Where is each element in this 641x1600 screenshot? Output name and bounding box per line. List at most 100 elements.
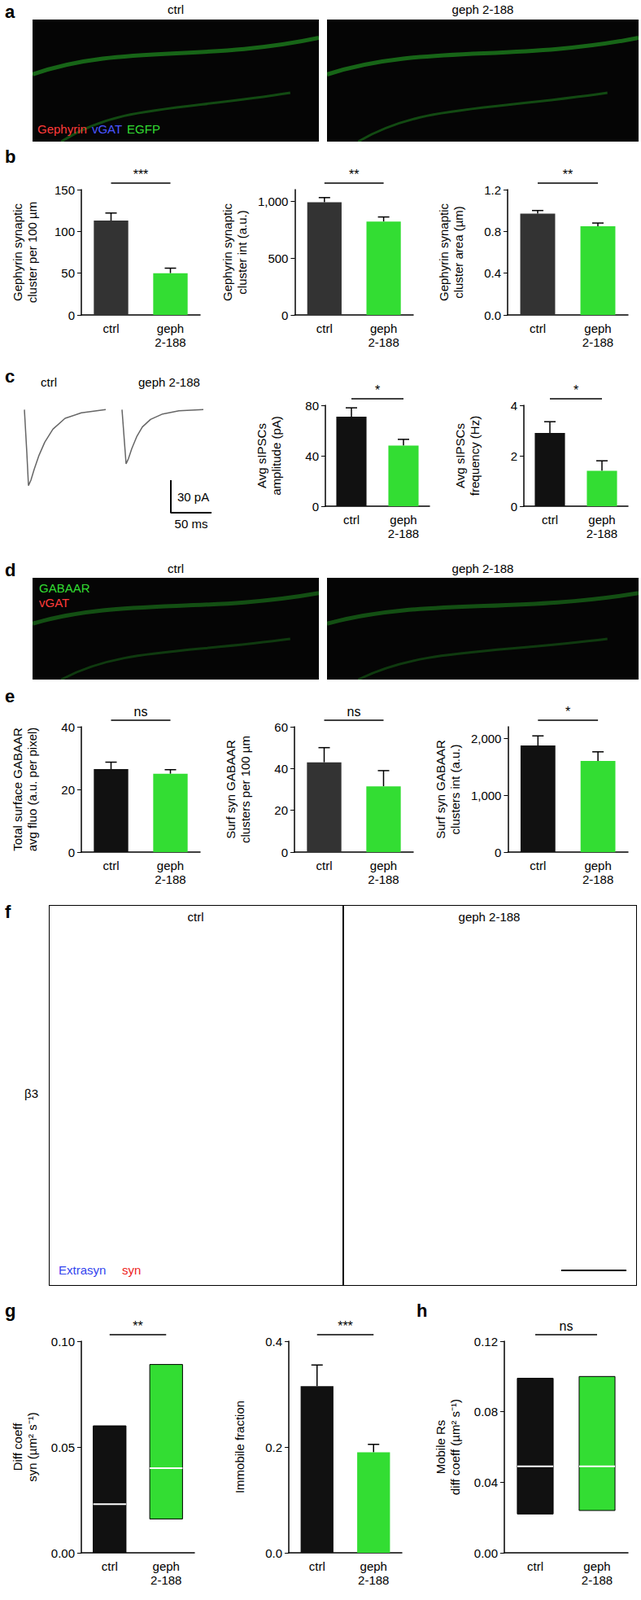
svg-text:1.2: 1.2 — [484, 183, 502, 197]
svg-text:ctrl: ctrl — [527, 1558, 544, 1573]
svg-text:40: 40 — [305, 449, 319, 463]
svg-text:Gephyrin synaptic: Gephyrin synaptic — [10, 202, 25, 301]
svg-text:***: *** — [133, 167, 149, 182]
svg-text:30 pA: 30 pA — [177, 489, 210, 504]
svg-text:0.0: 0.0 — [265, 1545, 283, 1560]
svg-text:**: ** — [348, 167, 359, 182]
svg-text:0: 0 — [68, 308, 75, 323]
svg-text:ctrl: ctrl — [529, 321, 546, 336]
svg-text:Mobile Rs: Mobile Rs — [433, 1419, 448, 1474]
svg-text:ctrl: ctrl — [316, 858, 333, 873]
svg-text:2,000: 2,000 — [470, 731, 502, 746]
svg-text:50 ms: 50 ms — [174, 516, 209, 531]
svg-text:0.08: 0.08 — [474, 1404, 498, 1418]
svg-text:60: 60 — [274, 719, 288, 734]
svg-text:2-188: 2-188 — [154, 335, 186, 349]
svg-text:4: 4 — [510, 398, 518, 413]
svg-text:2-188: 2-188 — [581, 1572, 613, 1587]
svg-text:2-188: 2-188 — [582, 335, 614, 349]
svg-text:clusters int (a.u.): clusters int (a.u.) — [448, 744, 463, 835]
svg-text:ns: ns — [134, 704, 149, 719]
svg-text:80: 80 — [305, 398, 319, 413]
svg-text:ctrl: ctrl — [103, 858, 120, 873]
svg-text:0.00: 0.00 — [51, 1545, 75, 1560]
svg-text:geph: geph — [360, 1558, 388, 1573]
svg-text:Avg sIPSCs: Avg sIPSCs — [254, 422, 269, 489]
svg-text:40: 40 — [274, 761, 288, 776]
svg-text:0: 0 — [494, 845, 502, 860]
svg-text:0: 0 — [510, 499, 518, 514]
svg-text:2-188: 2-188 — [367, 872, 399, 886]
svg-text:2-188: 2-188 — [154, 872, 186, 886]
svg-text:2-188: 2-188 — [586, 526, 618, 541]
svg-text:clusters per 100 µm: clusters per 100 µm — [238, 735, 253, 843]
svg-text:avg fluo (a.u. per pixel): avg fluo (a.u. per pixel) — [25, 727, 40, 852]
svg-text:ns: ns — [347, 704, 362, 719]
svg-text:2-188: 2-188 — [357, 1572, 389, 1587]
svg-text:0.4: 0.4 — [484, 265, 502, 280]
svg-text:40: 40 — [61, 719, 75, 734]
svg-text:geph: geph — [389, 512, 417, 527]
svg-text:ctrl: ctrl — [40, 375, 57, 389]
svg-text:100: 100 — [54, 224, 75, 239]
svg-text:geph: geph — [588, 512, 615, 527]
svg-text:cluster area (µm): cluster area (µm) — [451, 205, 466, 299]
svg-text:1,000: 1,000 — [257, 194, 289, 209]
svg-text:0.04: 0.04 — [474, 1474, 498, 1489]
svg-text:frequency (Hz): frequency (Hz) — [467, 415, 482, 496]
svg-text:20: 20 — [274, 802, 288, 817]
svg-text:cluster per 100 µm: cluster per 100 µm — [25, 201, 40, 304]
svg-text:***: *** — [337, 1318, 354, 1333]
svg-text:0: 0 — [281, 308, 288, 323]
svg-text:150: 150 — [54, 183, 75, 197]
svg-text:syn (µm² s⁻¹): syn (µm² s⁻¹) — [25, 1411, 40, 1481]
svg-text:geph: geph — [370, 858, 397, 873]
svg-text:amplitude (pA): amplitude (pA) — [269, 415, 284, 496]
svg-text:Avg sIPSCs: Avg sIPSCs — [453, 422, 467, 489]
svg-text:0.05: 0.05 — [51, 1439, 75, 1454]
svg-text:0.00: 0.00 — [474, 1545, 498, 1560]
svg-text:Surf syn GABAAR: Surf syn GABAAR — [223, 739, 238, 839]
svg-text:ctrl: ctrl — [343, 512, 360, 527]
svg-text:2-188: 2-188 — [150, 1572, 182, 1587]
svg-text:geph: geph — [156, 321, 184, 336]
svg-text:0: 0 — [281, 845, 288, 860]
svg-text:0.2: 0.2 — [265, 1439, 283, 1454]
svg-text:Gephyrin synaptic: Gephyrin synaptic — [436, 202, 451, 301]
svg-text:0.12: 0.12 — [474, 1334, 498, 1348]
svg-text:0: 0 — [312, 499, 319, 514]
svg-text:2-188: 2-188 — [388, 526, 419, 541]
svg-text:**: ** — [132, 1318, 143, 1333]
svg-text:Immobile fraction: Immobile fraction — [232, 1399, 247, 1493]
svg-text:geph: geph — [584, 321, 611, 336]
svg-text:geph: geph — [152, 1558, 180, 1573]
svg-text:geph: geph — [370, 321, 397, 336]
svg-text:ctrl: ctrl — [309, 1558, 326, 1573]
svg-text:ctrl: ctrl — [316, 321, 333, 336]
svg-text:Surf syn GABAAR: Surf syn GABAAR — [433, 739, 448, 839]
svg-text:*: * — [573, 383, 579, 397]
svg-text:ctrl: ctrl — [541, 512, 559, 527]
svg-text:Diff coeff: Diff coeff — [10, 1421, 25, 1470]
svg-text:*: * — [565, 704, 571, 719]
svg-text:2: 2 — [510, 449, 518, 463]
svg-text:cluster int (a.u.): cluster int (a.u.) — [235, 209, 249, 294]
svg-text:diff coeff (µm² s⁻¹): diff coeff (µm² s⁻¹) — [448, 1398, 463, 1495]
svg-text:geph: geph — [156, 858, 184, 873]
svg-text:**: ** — [562, 167, 573, 182]
svg-text:*: * — [375, 383, 380, 397]
svg-text:0.0: 0.0 — [484, 308, 502, 323]
svg-text:geph: geph — [584, 858, 611, 873]
svg-text:ctrl: ctrl — [529, 858, 546, 873]
svg-text:Gephyrin synaptic: Gephyrin synaptic — [220, 202, 235, 301]
svg-text:2-188: 2-188 — [582, 872, 614, 886]
svg-text:ns: ns — [559, 1318, 574, 1333]
svg-text:geph 2-188: geph 2-188 — [138, 375, 201, 389]
svg-text:0.8: 0.8 — [484, 224, 502, 239]
svg-text:1,000: 1,000 — [470, 788, 502, 803]
svg-text:50: 50 — [61, 265, 75, 280]
svg-text:0: 0 — [68, 845, 75, 860]
svg-text:ctrl: ctrl — [103, 321, 120, 336]
svg-text:ctrl: ctrl — [101, 1558, 118, 1573]
svg-text:2-188: 2-188 — [367, 335, 399, 349]
